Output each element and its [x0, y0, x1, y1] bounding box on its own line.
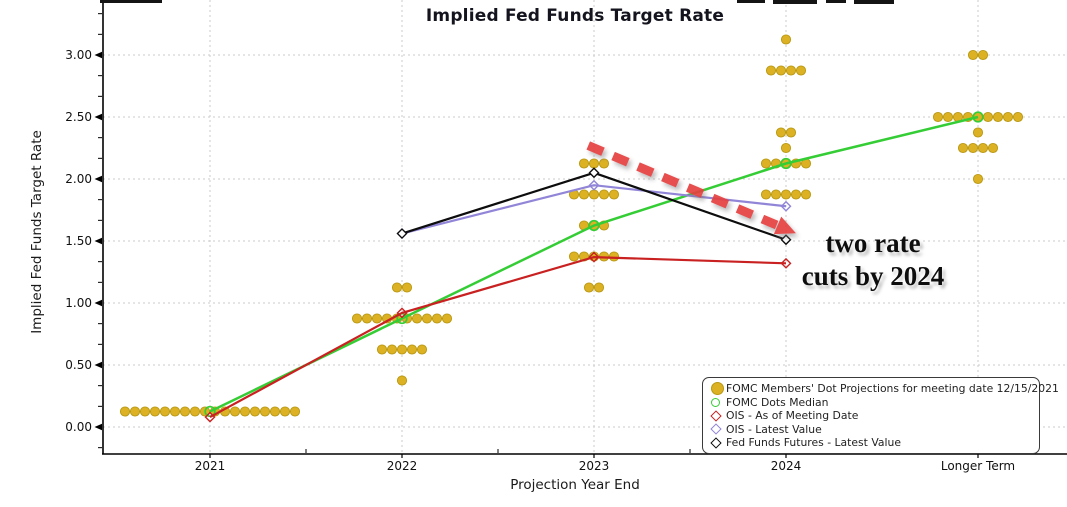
legend-item: OIS - Latest Value	[710, 422, 1031, 437]
legend: FOMC Members' Dot Projections for meetin…	[702, 377, 1059, 454]
legend-label: Fed Funds Futures - Latest Value	[726, 436, 901, 450]
x-tick-label: Longer Term	[941, 459, 1015, 473]
legend-item: FOMC Members' Dot Projections for meetin…	[711, 382, 1059, 396]
y-tick-label: 2.00	[65, 172, 92, 186]
series-ois-as-of-meeting-date	[204, 251, 792, 423]
rate-cut-arrow	[586, 141, 796, 235]
fomc-member-dots	[119, 34, 1024, 417]
y-tick-label: 1.00	[65, 296, 92, 310]
series-fed-funds-futures-latest-value	[396, 167, 792, 246]
y-tick-label: 1.50	[65, 234, 92, 248]
y-tick-label: 2.50	[65, 110, 92, 124]
axes	[94, 0, 1067, 458]
ois-meeting-marker-icon	[710, 410, 726, 422]
fomc-dot-projection-marker-icon	[711, 382, 726, 396]
legend-label: FOMC Dots Median	[726, 395, 829, 409]
x-tick-label: 2023	[579, 459, 610, 473]
x-tick-label: 2024	[771, 459, 802, 473]
legend-label: OIS - As of Meeting Date	[726, 409, 859, 423]
x-tick-label: 2022	[387, 459, 418, 473]
annotation-line-1: two rate	[825, 228, 921, 258]
annotation-two-rate-cuts: two rate cuts by 2024	[773, 227, 973, 293]
fomc-median-marker-icon	[711, 397, 726, 407]
y-tick-label: 3.00	[65, 48, 92, 62]
fed-funds-futures-marker-icon	[710, 437, 726, 449]
annotation-line-2: cuts by 2024	[801, 261, 945, 291]
legend-label: FOMC Members' Dot Projections for meetin…	[726, 382, 1059, 396]
ois-latest-marker-icon	[710, 423, 726, 435]
gridlines	[103, 0, 1067, 454]
y-tick-label: 0.50	[65, 358, 92, 372]
x-axis-title: Projection Year End	[510, 477, 640, 493]
legend-item: Fed Funds Futures - Latest Value	[710, 436, 1031, 450]
legend-item: FOMC Dots Median	[711, 396, 1031, 410]
chart-title: Implied Fed Funds Target Rate	[425, 6, 725, 26]
y-axis-title: Implied Fed Funds Target Rate	[29, 130, 45, 334]
x-tick-label: 2021	[195, 459, 226, 473]
y-tick-label: 0.00	[65, 420, 92, 434]
legend-label: OIS - Latest Value	[726, 422, 822, 436]
legend-item: OIS - As of Meeting Date	[710, 409, 1031, 423]
cropped-text-artifact	[100, 0, 894, 4]
